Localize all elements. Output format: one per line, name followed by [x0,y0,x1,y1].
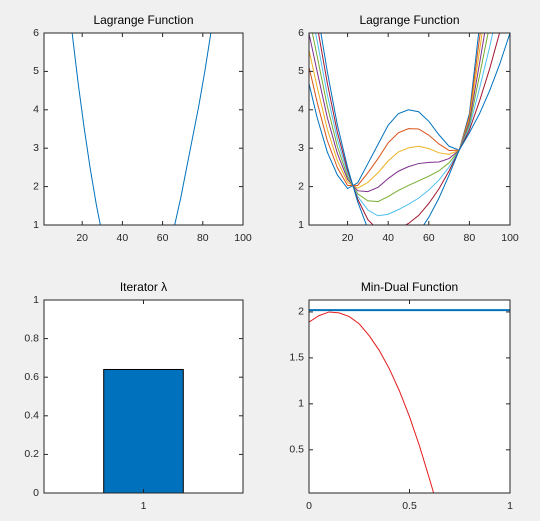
x-tick-label: 0.5 [402,500,417,512]
y-tick-label: 3 [33,142,39,154]
plot-area [103,368,184,493]
axes-title: Iterator λ [120,280,167,294]
x-tick-label: 20 [342,232,354,244]
axes-background [44,33,243,225]
y-tick-label: 4 [33,104,39,116]
line [317,33,501,225]
y-tick-label: 3 [298,142,304,154]
line [309,311,435,493]
line [309,33,481,186]
line [309,33,483,189]
axes-background [309,300,510,493]
y-tick-label: 0.4 [24,410,39,422]
axes-box [43,299,244,494]
y-tick-label: 1 [33,219,39,231]
x-tick-label: 100 [501,232,519,244]
line [309,33,480,190]
line [311,33,489,203]
axes-title: Lagrange Function [359,13,459,27]
y-tick-label: 5 [33,65,39,77]
plot-area [71,33,212,225]
y-tick-label: 6 [298,27,304,39]
x-tick-label: 40 [382,232,394,244]
y-tick-label: 2 [298,180,304,192]
line [320,33,510,225]
x-tick-label: 80 [197,232,209,244]
bar [103,368,184,493]
y-tick-label: 1 [298,398,304,410]
y-tick-label: 4 [298,104,304,116]
y-tick-label: 0.6 [24,371,39,383]
axes-title: Min-Dual Function [361,280,458,294]
axes-box [308,299,511,494]
y-tick-label: 5 [298,65,304,77]
plot-area [309,309,510,493]
y-tick-label: 2 [298,306,304,318]
axes-box [308,32,511,226]
x-tick-label: 1 [141,500,147,512]
plot-area [309,33,510,225]
y-tick-label: 0 [33,487,39,499]
y-tick-label: 0.2 [24,448,39,460]
line [71,33,212,225]
x-tick-label: 40 [117,232,129,244]
x-tick-label: 60 [157,232,169,244]
y-tick-label: 6 [33,27,39,39]
x-tick-label: 100 [234,232,252,244]
x-tick-label: 0 [306,500,312,512]
line [315,33,494,217]
y-tick-label: 1.5 [289,352,304,364]
axes-box [43,32,244,226]
y-tick-label: 1 [298,219,304,231]
x-tick-label: 1 [507,500,513,512]
x-tick-label: 20 [76,232,88,244]
axes-title: Lagrange Function [93,13,193,27]
y-tick-label: 2 [33,180,39,192]
line [309,33,486,193]
y-tick-label: 0.5 [289,444,304,456]
x-tick-label: 60 [423,232,435,244]
y-tick-label: 0.8 [24,332,39,344]
y-tick-label: 1 [33,294,39,306]
x-tick-label: 80 [464,232,476,244]
